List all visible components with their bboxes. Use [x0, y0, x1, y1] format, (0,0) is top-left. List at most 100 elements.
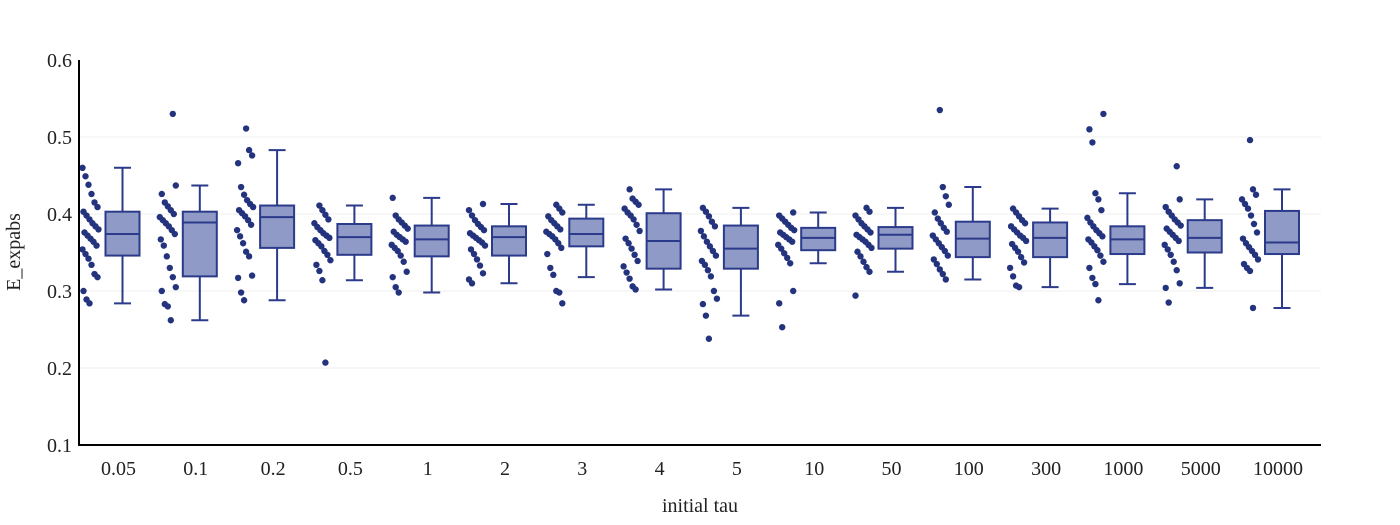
y-tick-label: 0.1	[47, 435, 72, 457]
iqr-box	[491, 225, 527, 257]
box-5000	[1186, 198, 1223, 289]
data-point	[945, 201, 952, 208]
data-point	[245, 146, 253, 154]
data-point	[479, 200, 487, 208]
data-point	[1162, 284, 1169, 292]
x-tick-label: 0.05	[101, 458, 136, 480]
data-point	[157, 236, 164, 243]
data-point	[868, 244, 875, 252]
data-point	[234, 274, 242, 282]
points-3	[543, 201, 566, 307]
data-point	[160, 242, 167, 249]
data-point	[702, 312, 710, 319]
data-point	[1167, 251, 1174, 259]
x-tick-label: 0.5	[338, 458, 363, 480]
x-tick-label: 10000	[1253, 458, 1303, 480]
data-point	[866, 268, 873, 275]
data-point	[481, 242, 489, 249]
data-point	[79, 246, 86, 253]
data-point	[1173, 267, 1180, 274]
data-point	[467, 246, 475, 253]
data-point	[395, 289, 402, 296]
data-point	[249, 203, 257, 211]
box-100	[954, 186, 991, 281]
data-point	[790, 287, 797, 295]
data-point	[170, 210, 177, 218]
data-point	[1084, 214, 1091, 222]
data-point	[559, 209, 566, 216]
data-point	[313, 261, 320, 269]
data-point	[713, 295, 721, 302]
x-tick-label: 300	[1031, 458, 1061, 480]
data-point	[239, 240, 247, 247]
data-point	[397, 252, 404, 259]
data-point	[166, 264, 173, 272]
data-point	[709, 247, 717, 255]
data-point	[555, 240, 562, 247]
iqr-box	[413, 224, 450, 258]
data-point	[91, 199, 98, 206]
data-point	[325, 216, 332, 223]
data-point	[790, 209, 797, 216]
y-tick-label: 0.5	[47, 127, 72, 149]
data-point	[1021, 220, 1029, 227]
points-300	[1006, 205, 1030, 291]
x-tick-label: 5	[732, 458, 742, 480]
box-10000	[1264, 188, 1300, 309]
data-point	[171, 230, 178, 238]
data-point	[857, 253, 864, 260]
data-point	[82, 250, 89, 258]
data-point	[625, 240, 632, 247]
data-point	[327, 257, 334, 264]
data-point	[480, 226, 488, 234]
data-point	[1092, 190, 1099, 197]
data-point	[403, 268, 410, 275]
data-point	[1176, 196, 1183, 203]
data-point	[626, 275, 633, 282]
data-point	[470, 250, 478, 258]
data-point	[79, 164, 86, 171]
data-point	[324, 251, 331, 259]
data-point	[776, 300, 783, 307]
data-point	[544, 250, 551, 258]
box-2	[491, 202, 527, 285]
data-point	[86, 300, 93, 307]
data-point	[1164, 246, 1171, 253]
y-axis-title: E_expabs	[3, 213, 25, 291]
axes	[78, 60, 1321, 446]
box-5	[722, 206, 759, 317]
data-point	[402, 238, 409, 245]
points-0.2	[233, 125, 257, 304]
data-point	[620, 263, 627, 270]
data-point	[559, 300, 566, 307]
data-point	[319, 206, 326, 214]
data-point	[167, 317, 174, 324]
data-point	[632, 286, 639, 293]
data-point	[626, 186, 633, 193]
data-point	[704, 267, 712, 274]
data-point	[711, 223, 719, 230]
points-10	[775, 209, 798, 331]
iqr-box	[877, 226, 914, 250]
data-point	[169, 273, 176, 281]
data-point	[943, 228, 950, 235]
data-point	[547, 264, 554, 272]
data-point	[781, 250, 788, 257]
data-point	[936, 106, 943, 114]
box-10	[800, 211, 837, 265]
points-4	[620, 186, 643, 293]
data-point	[710, 287, 718, 295]
data-point	[1246, 136, 1254, 144]
x-axis-title: initial tau	[662, 495, 738, 517]
data-point	[636, 227, 643, 235]
data-point	[1241, 200, 1249, 208]
data-point	[933, 260, 940, 268]
data-point	[164, 303, 171, 310]
data-point	[244, 216, 252, 224]
data-point	[550, 271, 557, 279]
data-point	[237, 183, 245, 191]
data-point	[941, 247, 948, 255]
data-point	[169, 110, 176, 118]
data-point	[322, 211, 329, 218]
box-plot-series	[104, 149, 1300, 322]
